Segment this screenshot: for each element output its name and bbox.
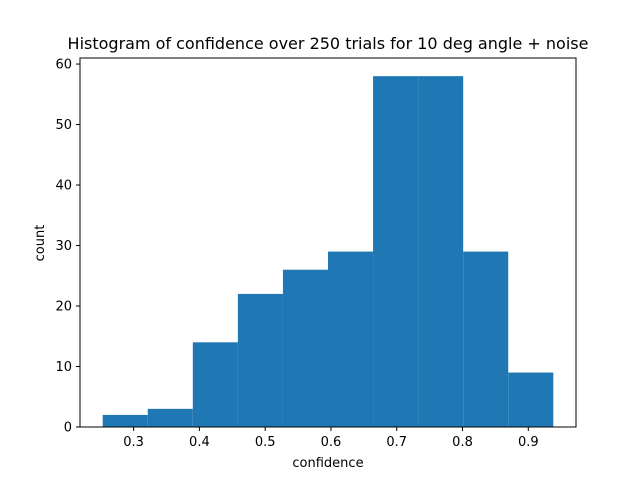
plot-frame <box>79 57 577 428</box>
histogram-bar <box>282 269 328 427</box>
y-tick-label: 0 <box>64 421 72 436</box>
x-tick-label: 0.8 <box>452 435 473 450</box>
x-tick-label: 0.9 <box>518 435 539 450</box>
y-tick-label: 20 <box>55 300 72 315</box>
x-tick-label: 0.7 <box>386 435 407 450</box>
histogram-bar <box>463 251 509 427</box>
histogram-bar <box>102 414 148 427</box>
y-tick-label: 30 <box>55 239 72 254</box>
y-tick-label: 40 <box>55 179 72 194</box>
y-tick-label: 60 <box>55 58 72 73</box>
y-tick-label: 50 <box>55 118 72 133</box>
histogram-bar <box>508 372 554 427</box>
x-tick-label: 0.3 <box>123 435 144 450</box>
histogram-bar <box>237 293 283 427</box>
y-axis-label: count <box>33 225 48 262</box>
bars-group <box>102 76 554 428</box>
y-tick-label: 10 <box>55 360 72 375</box>
histogram-bar <box>373 76 419 428</box>
y-axis: 0 10 20 30 40 50 60 <box>55 58 80 436</box>
x-axis-label: confidence <box>292 456 363 471</box>
x-tick-label: 0.5 <box>255 435 276 450</box>
x-tick-label: 0.6 <box>321 435 342 450</box>
histogram-bar <box>328 251 374 427</box>
histogram-bar <box>147 408 193 427</box>
histogram-bar <box>192 342 238 427</box>
histogram-bar <box>418 76 464 428</box>
x-axis: 0.3 0.4 0.5 0.6 0.7 0.8 0.9 <box>123 427 539 450</box>
x-tick-label: 0.4 <box>189 435 210 450</box>
chart-title: Histogram of confidence over 250 trials … <box>68 34 589 53</box>
